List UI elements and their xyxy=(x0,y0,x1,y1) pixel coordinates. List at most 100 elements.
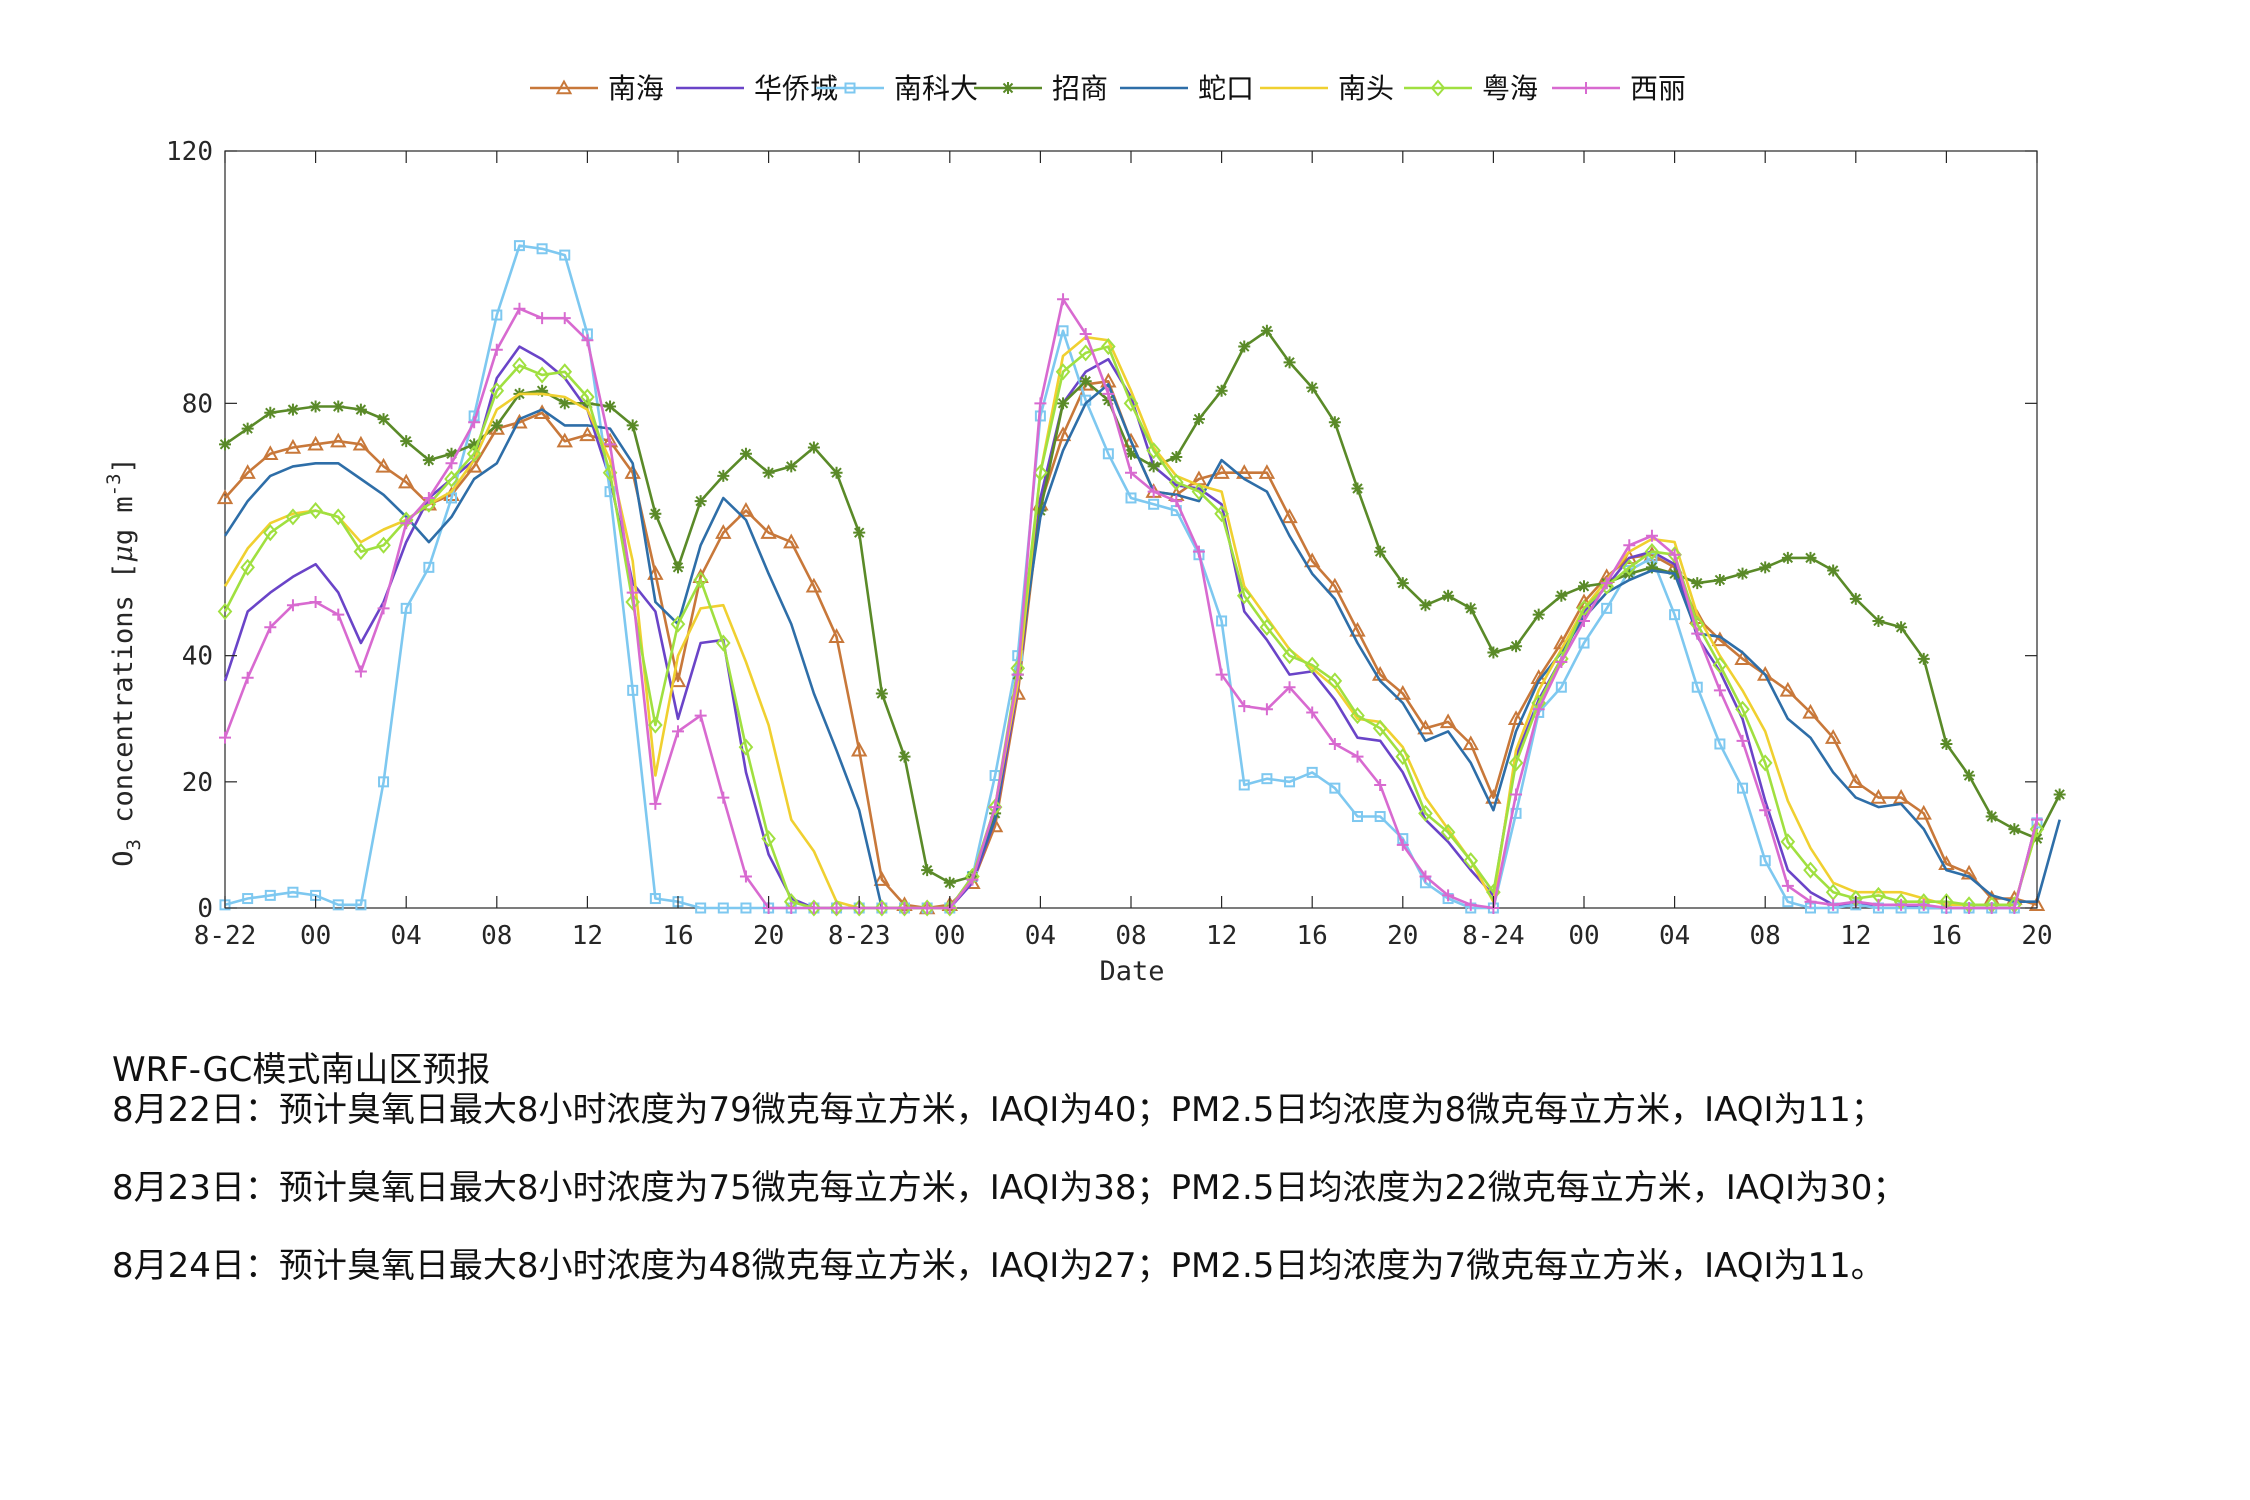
data-point xyxy=(1328,737,1341,750)
data-point xyxy=(898,902,911,914)
data-point xyxy=(1915,804,1932,820)
legend-item: 华侨城 xyxy=(676,72,838,105)
data-point xyxy=(1002,82,1014,94)
data-point xyxy=(715,524,732,539)
data-point xyxy=(1442,589,1455,602)
data-point xyxy=(377,413,390,426)
data-point xyxy=(717,902,729,914)
data-point xyxy=(853,526,866,539)
data-point xyxy=(1260,703,1273,716)
data-point xyxy=(1057,325,1069,337)
y-tick-label: 20 xyxy=(182,768,213,798)
data-point xyxy=(1283,356,1296,369)
data-point xyxy=(1510,640,1523,653)
data-point xyxy=(1102,448,1114,460)
data-point xyxy=(1714,738,1726,750)
data-point xyxy=(490,343,503,356)
forecast-text: WRF-GC模式南山区预报 8月22日：预计臭氧日最大8小时浓度为79微克每立方… xyxy=(112,1050,1906,1286)
legend-item: 南海 xyxy=(530,72,664,105)
data-point xyxy=(1214,505,1229,523)
data-point xyxy=(1374,811,1386,823)
data-point xyxy=(1372,719,1388,737)
data-point xyxy=(378,776,390,788)
data-point xyxy=(1306,706,1319,719)
data-point xyxy=(624,464,641,479)
data-point xyxy=(874,899,890,917)
data-point xyxy=(1713,573,1726,586)
data-point xyxy=(669,672,687,688)
chart-legend: 南海 华侨城 南科大 招商 蛇口 南头 粤海 西丽 xyxy=(530,72,1686,105)
data-point xyxy=(286,599,299,612)
data-point xyxy=(1079,327,1092,340)
data-point xyxy=(1462,735,1479,751)
data-point xyxy=(987,798,1003,816)
data-point xyxy=(626,419,639,432)
data-point xyxy=(627,684,639,696)
data-point xyxy=(354,665,367,678)
data-point xyxy=(1034,397,1047,410)
x-tick-label: 8-23 xyxy=(828,921,891,951)
data-point xyxy=(649,507,662,520)
data-point xyxy=(1261,773,1273,785)
data-point xyxy=(558,312,571,325)
x-tick-label: 20 xyxy=(1387,921,1418,951)
data-point xyxy=(1442,889,1455,902)
axes-box xyxy=(224,150,2038,909)
data-point xyxy=(1011,668,1024,681)
data-point xyxy=(1147,460,1160,473)
data-point xyxy=(739,447,752,460)
data-point xyxy=(490,419,503,432)
data-point xyxy=(1281,508,1298,524)
data-point xyxy=(581,334,594,347)
legend-label: 南海 xyxy=(608,72,664,105)
data-point xyxy=(1284,776,1296,788)
data-point xyxy=(376,536,391,554)
data-point xyxy=(1940,737,1953,750)
data-point xyxy=(875,687,888,700)
data-point xyxy=(1779,681,1797,697)
data-point xyxy=(219,438,231,451)
data-point xyxy=(1463,852,1479,870)
data-point xyxy=(264,621,277,634)
data-point xyxy=(693,571,708,589)
data-point xyxy=(1238,340,1251,353)
data-point xyxy=(1033,464,1048,482)
legend-item: 南头 xyxy=(1260,72,1394,105)
data-point xyxy=(1985,902,1998,914)
data-point xyxy=(332,608,345,621)
legend-label: 粤海 xyxy=(1482,72,1538,105)
data-point xyxy=(1259,618,1275,636)
x-tick-label: 08 xyxy=(481,921,512,951)
data-point xyxy=(1781,551,1794,564)
data-point xyxy=(738,738,754,756)
data-point xyxy=(264,406,277,419)
data-point xyxy=(1734,650,1751,666)
data-point xyxy=(445,447,458,460)
data-point xyxy=(760,524,777,539)
data-point xyxy=(308,502,323,520)
data-point xyxy=(1192,413,1205,426)
data-point xyxy=(1078,344,1094,362)
o3-line-chart: 南海 华侨城 南科大 招商 蛇口 南头 粤海 西丽 0 20 40 80 120 8-22 00 04 08… xyxy=(103,72,2066,987)
data-point xyxy=(512,356,527,375)
data-point xyxy=(355,899,367,911)
data-point xyxy=(398,473,415,489)
data-point xyxy=(1351,482,1364,495)
data-point xyxy=(468,438,481,451)
data-point xyxy=(557,363,573,381)
x-tick-label: 04 xyxy=(1659,921,1690,951)
data-point xyxy=(1122,432,1140,448)
data-point xyxy=(332,400,345,413)
x-tick-label: 08 xyxy=(1115,921,1146,951)
data-point xyxy=(1735,700,1750,718)
data-point xyxy=(737,502,755,517)
data-point xyxy=(1123,394,1139,412)
data-point xyxy=(805,577,823,593)
data-point xyxy=(830,466,843,479)
data-point xyxy=(536,384,549,397)
series-line xyxy=(223,335,2039,910)
data-point xyxy=(1417,719,1434,735)
data-point xyxy=(1600,577,1613,590)
x-tick-label: 12 xyxy=(1206,921,1237,951)
data-point xyxy=(1464,898,1477,911)
